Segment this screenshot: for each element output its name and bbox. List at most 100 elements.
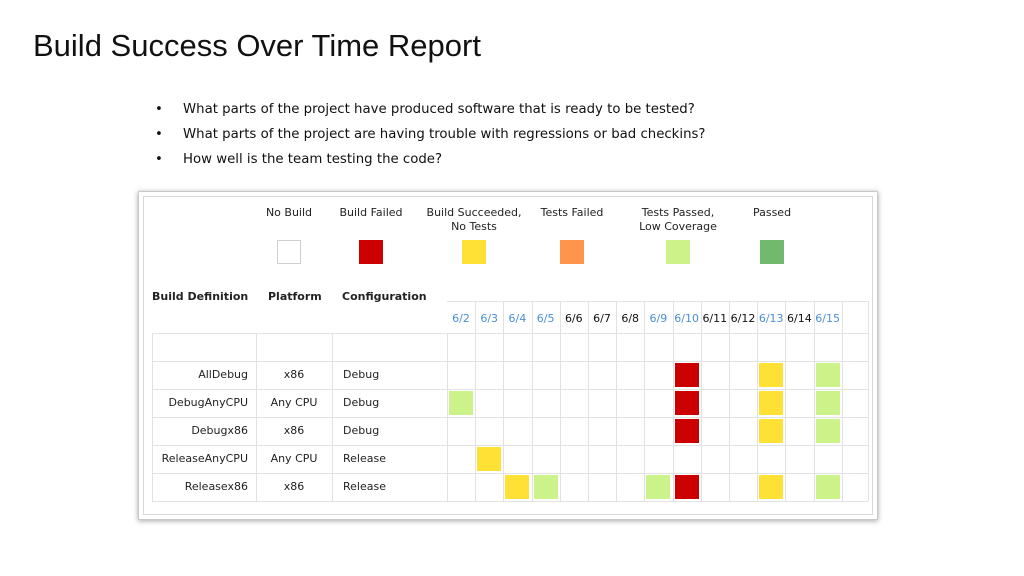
date-header: 6/9 xyxy=(649,312,668,325)
bullet-item: • What parts of the project are having tr… xyxy=(155,124,706,149)
slide-title: Build Success Over Time Report xyxy=(33,28,481,63)
date-header: 6/2 xyxy=(452,312,470,325)
date-header: 6/6 xyxy=(564,312,583,325)
grid-line xyxy=(644,301,646,501)
row-configuration: Debug xyxy=(343,424,380,437)
status-cell-no-tests xyxy=(759,419,784,443)
row-build-definition: Releasex86 xyxy=(184,480,248,493)
legend-label-no-build: No Build xyxy=(265,206,313,219)
status-cell-low-coverage xyxy=(533,475,558,499)
grid-line xyxy=(152,389,868,390)
grid-line xyxy=(152,445,868,446)
status-cell-low-coverage xyxy=(815,475,840,499)
grid-line xyxy=(152,501,868,502)
bullet-list: • What parts of the project have produced… xyxy=(155,99,706,174)
legend-label-failed: Build Failed xyxy=(339,206,403,219)
grid-line xyxy=(672,301,674,501)
row-platform: Any CPU xyxy=(270,396,318,409)
date-header: 6/5 xyxy=(536,312,555,325)
legend-swatch-low-coverage xyxy=(666,240,690,264)
bullet-text: What parts of the project are having tro… xyxy=(183,127,706,142)
date-header: 6/14 xyxy=(787,312,812,325)
status-cell-low-coverage xyxy=(449,391,473,415)
legend-swatch-failed xyxy=(359,240,383,264)
status-cell-low-coverage xyxy=(646,475,671,499)
legend-swatch-no-tests xyxy=(462,240,486,264)
date-header: 6/4 xyxy=(508,312,527,325)
status-cell-no-tests xyxy=(505,475,530,499)
bullet-text: What parts of the project have produced … xyxy=(183,102,695,117)
bullet-dot: • xyxy=(155,127,163,142)
bullet-dot: • xyxy=(155,102,163,117)
grid-line xyxy=(559,301,561,501)
legend-label-no-tests: Build Succeeded, No Tests xyxy=(426,206,522,233)
row-build-definition: DebugAnyCPU xyxy=(168,396,248,409)
grid-line xyxy=(447,333,448,501)
grid-line xyxy=(256,333,257,501)
status-cell-no-tests xyxy=(759,391,784,415)
date-header: 6/11 xyxy=(702,312,728,325)
bullet-dot: • xyxy=(155,152,163,167)
date-header: 6/8 xyxy=(621,312,640,325)
row-build-definition: ReleaseAnyCPU xyxy=(161,452,248,465)
row-configuration: Debug xyxy=(343,396,380,409)
grid-line xyxy=(152,417,868,418)
status-cell-failed xyxy=(674,419,699,443)
legend-swatch-passed xyxy=(760,240,784,264)
header-configuration: Configuration xyxy=(342,290,427,303)
report-screenshot: No Build Build Failed Build Succeeded, No … xyxy=(138,191,878,520)
row-build-definition: AllDebug xyxy=(198,368,248,381)
date-header: 6/7 xyxy=(593,312,611,325)
bullet-item: • What parts of the project have produced… xyxy=(155,99,706,124)
grid-line xyxy=(152,333,868,334)
date-header: 6/10 xyxy=(674,312,699,325)
date-header: 6/13 xyxy=(758,312,784,325)
date-header: 6/15 xyxy=(815,312,840,325)
grid-line xyxy=(813,301,815,501)
grid-line xyxy=(841,301,843,501)
status-cell-no-tests xyxy=(759,363,784,387)
legend-label-passed: Passed xyxy=(752,206,792,219)
grid-line xyxy=(729,301,730,501)
status-cell-low-coverage xyxy=(815,391,840,415)
status-cell-no-tests xyxy=(477,447,502,471)
legend-label-low-coverage: Tests Passed, Low Coverage xyxy=(639,206,717,233)
legend-swatch-no-build xyxy=(277,240,301,264)
row-platform: Any CPU xyxy=(270,452,318,465)
row-configuration: Release xyxy=(343,480,386,493)
grid-line xyxy=(152,333,153,501)
status-cell-failed xyxy=(674,363,699,387)
status-cell-failed xyxy=(674,391,699,415)
row-configuration: Release xyxy=(343,452,386,465)
status-cell-low-coverage xyxy=(815,419,840,443)
header-platform: Platform xyxy=(268,290,322,303)
row-platform: x86 xyxy=(283,480,305,493)
grid-line xyxy=(757,301,759,501)
grid-line xyxy=(332,333,333,501)
grid-line xyxy=(475,301,477,501)
grid-line xyxy=(152,473,868,474)
grid-line xyxy=(152,361,868,362)
status-cell-low-coverage xyxy=(815,363,840,387)
legend-label-tests-failed: Tests Failed xyxy=(540,206,604,219)
row-platform: x86 xyxy=(283,424,305,437)
header-build-definition: Build Definition xyxy=(152,290,249,303)
grid-line xyxy=(503,301,505,501)
date-header: 6/3 xyxy=(480,312,499,325)
row-build-definition: Debugx86 xyxy=(191,424,248,437)
legend-swatch-tests-failed xyxy=(560,240,584,264)
grid-line xyxy=(588,301,589,501)
grid-line xyxy=(700,301,702,501)
date-header: 6/12 xyxy=(730,312,756,325)
status-cell-failed xyxy=(674,475,699,499)
bullet-text: How well is the team testing the code? xyxy=(183,152,443,167)
grid-line xyxy=(867,301,869,501)
row-configuration: Debug xyxy=(343,368,380,381)
grid-line xyxy=(785,301,787,501)
build-success-report: No Build Build Failed Build Succeeded, No … xyxy=(143,196,873,515)
bullet-item: • How well is the team testing the code? xyxy=(155,149,706,174)
grid-line xyxy=(616,301,618,501)
grid-line xyxy=(531,301,533,501)
row-platform: x86 xyxy=(283,368,305,381)
status-cell-no-tests xyxy=(759,475,784,499)
